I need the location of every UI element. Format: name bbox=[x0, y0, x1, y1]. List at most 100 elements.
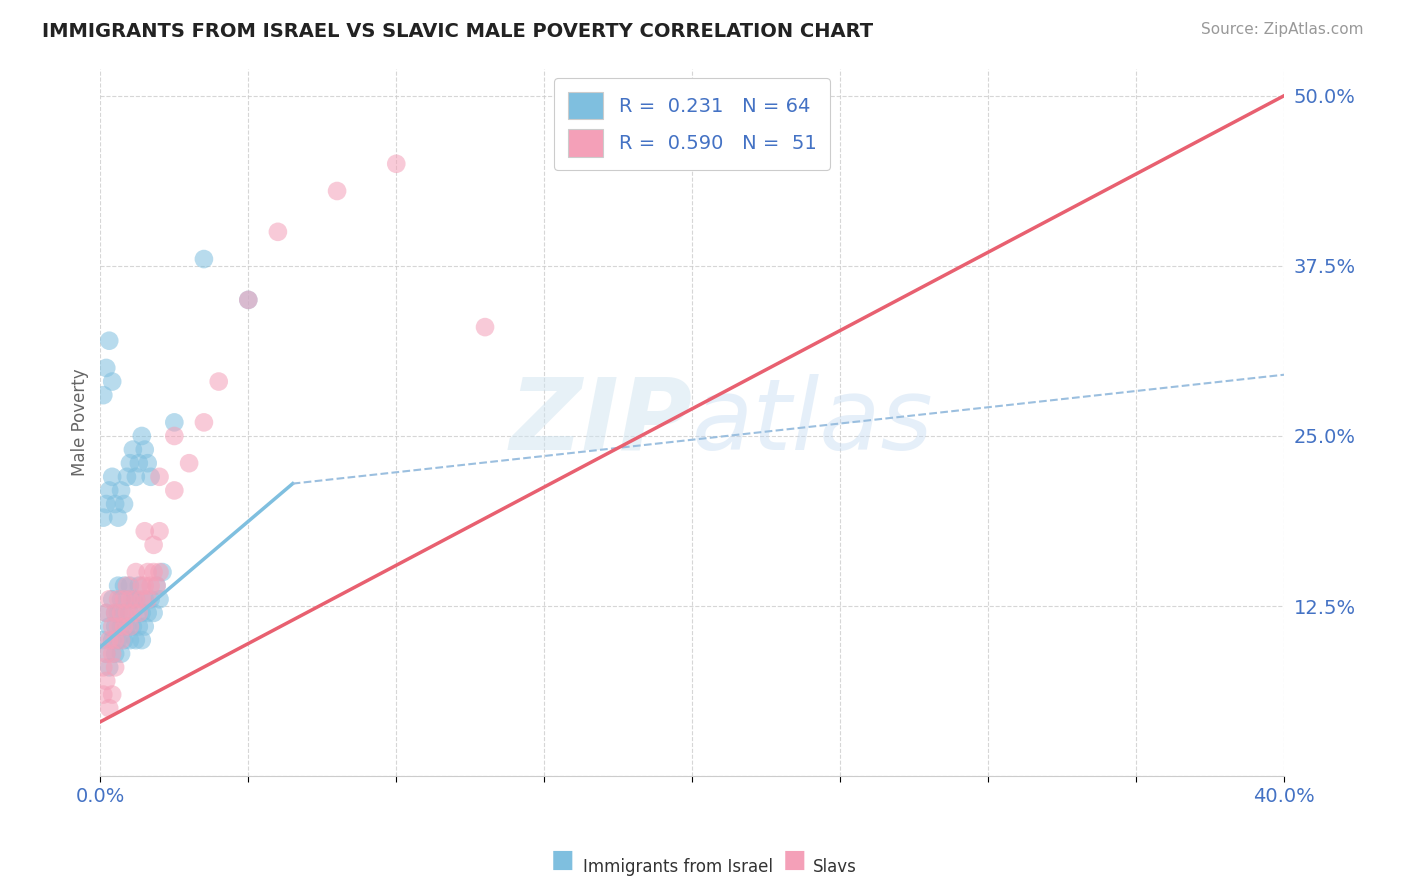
Point bbox=[96, 497, 118, 511]
Point bbox=[96, 360, 118, 375]
Point bbox=[91, 688, 114, 702]
Point bbox=[136, 565, 159, 579]
Point bbox=[134, 579, 156, 593]
Text: atlas: atlas bbox=[692, 374, 934, 471]
Point bbox=[101, 592, 124, 607]
Point bbox=[131, 579, 153, 593]
Point bbox=[125, 592, 148, 607]
Point bbox=[148, 524, 170, 539]
Point bbox=[91, 660, 114, 674]
Text: Source: ZipAtlas.com: Source: ZipAtlas.com bbox=[1201, 22, 1364, 37]
Point bbox=[267, 225, 290, 239]
Point bbox=[96, 647, 118, 661]
Text: IMMIGRANTS FROM ISRAEL VS SLAVIC MALE POVERTY CORRELATION CHART: IMMIGRANTS FROM ISRAEL VS SLAVIC MALE PO… bbox=[42, 22, 873, 41]
Legend: R =  0.231   N = 64, R =  0.590   N =  51: R = 0.231 N = 64, R = 0.590 N = 51 bbox=[554, 78, 830, 170]
Point bbox=[96, 606, 118, 620]
Point bbox=[134, 619, 156, 633]
Point bbox=[107, 606, 129, 620]
Point bbox=[115, 606, 138, 620]
Point bbox=[179, 456, 201, 470]
Text: Immigrants from Israel: Immigrants from Israel bbox=[583, 858, 773, 876]
Point bbox=[326, 184, 349, 198]
Point bbox=[118, 456, 141, 470]
Point bbox=[104, 606, 127, 620]
Point bbox=[163, 483, 186, 498]
Point bbox=[101, 688, 124, 702]
Point bbox=[131, 606, 153, 620]
Point bbox=[104, 633, 127, 648]
Point bbox=[125, 592, 148, 607]
Point bbox=[385, 157, 408, 171]
Point bbox=[112, 497, 135, 511]
Point bbox=[110, 592, 132, 607]
Point bbox=[238, 293, 260, 307]
Point bbox=[112, 633, 135, 648]
Point bbox=[98, 701, 121, 715]
Point bbox=[128, 456, 150, 470]
Point bbox=[91, 510, 114, 524]
Point bbox=[101, 470, 124, 484]
Point bbox=[474, 320, 496, 334]
Point bbox=[118, 606, 141, 620]
Point bbox=[125, 633, 148, 648]
Point bbox=[98, 483, 121, 498]
Point bbox=[136, 456, 159, 470]
Point bbox=[163, 416, 186, 430]
Text: ZIP: ZIP bbox=[509, 374, 692, 471]
Point bbox=[139, 579, 162, 593]
Point bbox=[118, 592, 141, 607]
Point bbox=[101, 375, 124, 389]
Point bbox=[96, 647, 118, 661]
Point bbox=[107, 633, 129, 648]
Point bbox=[115, 619, 138, 633]
Point bbox=[110, 647, 132, 661]
Point bbox=[112, 606, 135, 620]
Point bbox=[193, 416, 215, 430]
Point bbox=[208, 375, 231, 389]
Point bbox=[101, 647, 124, 661]
Point bbox=[125, 565, 148, 579]
Point bbox=[163, 429, 186, 443]
Point bbox=[98, 619, 121, 633]
Point bbox=[148, 592, 170, 607]
Point bbox=[152, 565, 174, 579]
Point bbox=[139, 592, 162, 607]
Point bbox=[128, 606, 150, 620]
Point bbox=[98, 592, 121, 607]
Point bbox=[118, 579, 141, 593]
Point bbox=[104, 647, 127, 661]
Point bbox=[125, 470, 148, 484]
Point bbox=[110, 606, 132, 620]
Point bbox=[104, 619, 127, 633]
Point bbox=[98, 660, 121, 674]
Point bbox=[91, 388, 114, 402]
Text: ■: ■ bbox=[783, 848, 806, 872]
Point bbox=[115, 579, 138, 593]
Point bbox=[136, 606, 159, 620]
Point bbox=[96, 606, 118, 620]
Point bbox=[148, 565, 170, 579]
Point bbox=[101, 619, 124, 633]
Point bbox=[142, 606, 165, 620]
Point bbox=[115, 470, 138, 484]
Text: ■: ■ bbox=[551, 848, 574, 872]
Point bbox=[101, 633, 124, 648]
Point bbox=[112, 592, 135, 607]
Point bbox=[110, 619, 132, 633]
Point bbox=[107, 510, 129, 524]
Point bbox=[104, 660, 127, 674]
Point bbox=[91, 633, 114, 648]
Point bbox=[112, 579, 135, 593]
Text: Slavs: Slavs bbox=[813, 858, 856, 876]
Point bbox=[122, 606, 145, 620]
Point bbox=[107, 592, 129, 607]
Point bbox=[104, 497, 127, 511]
Y-axis label: Male Poverty: Male Poverty bbox=[72, 368, 89, 476]
Point bbox=[131, 429, 153, 443]
Point bbox=[107, 579, 129, 593]
Point bbox=[110, 483, 132, 498]
Point bbox=[128, 619, 150, 633]
Point bbox=[98, 633, 121, 648]
Point bbox=[122, 592, 145, 607]
Point bbox=[112, 619, 135, 633]
